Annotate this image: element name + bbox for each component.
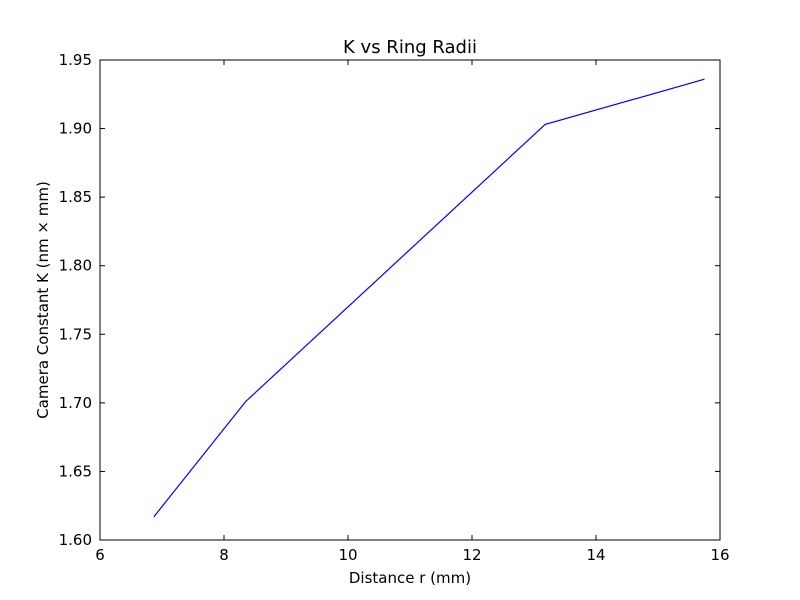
series-line	[153, 78, 705, 518]
plot-area: 6 8 10 12 14 16 1.601.651.701.751.801.851.901…	[59, 51, 730, 564]
x-tick-label: 16	[710, 546, 729, 564]
y-tick-label: 1.70	[59, 394, 92, 412]
x-tick-label: 8	[219, 546, 229, 564]
y-tick-label: 1.60	[59, 531, 92, 549]
y-tick-label: 1.85	[59, 188, 92, 206]
y-axis-label: Camera Constant K (nm × mm)	[34, 181, 52, 419]
y-tick-label: 1.95	[59, 51, 92, 69]
x-tick-label: 12	[462, 546, 481, 564]
x-axis-ticks: 6 8 10 12 14 16	[95, 60, 730, 564]
plot-frame	[99, 59, 721, 541]
y-tick-label: 1.65	[59, 462, 92, 480]
y-axis-ticks: 1.60 1.65 1.70 1.75 1.80 1.85 1.90 1.95	[59, 51, 720, 549]
y-tick-label: 1.80	[59, 257, 92, 275]
y-tick-label: 1.90	[59, 120, 92, 138]
chart-title: K vs Ring Radii	[343, 37, 477, 58]
y-tick-label: 1.75	[59, 325, 92, 343]
x-tick-label: 14	[586, 546, 605, 564]
x-tick-label: 10	[338, 546, 357, 564]
x-axis-label: Distance r (mm)	[349, 569, 471, 587]
x-tick-label: 6	[95, 546, 105, 564]
series-layer	[153, 78, 705, 518]
